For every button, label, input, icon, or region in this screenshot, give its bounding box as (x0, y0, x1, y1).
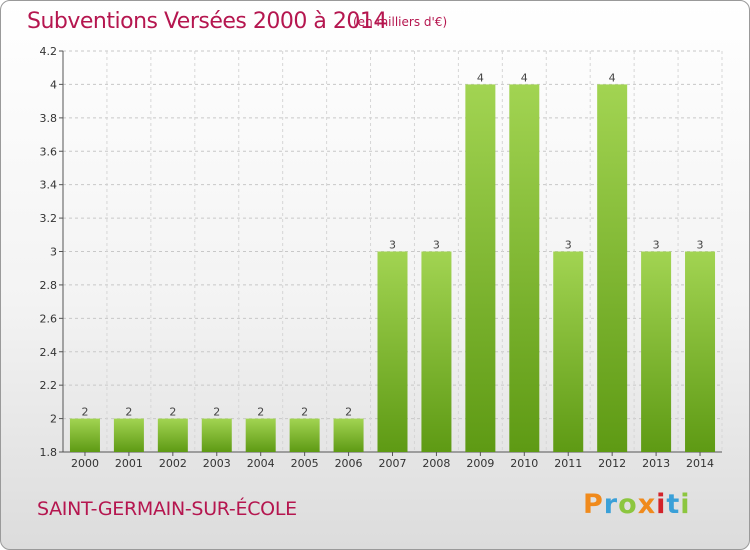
x-tick-label: 2014 (686, 457, 714, 470)
y-tick-label: 3.2 (40, 212, 58, 225)
y-tick-label: 2.4 (40, 346, 58, 359)
x-tick-label: 2004 (247, 457, 275, 470)
y-tick-label: 3 (50, 246, 57, 259)
bar-2008[interactable] (421, 251, 452, 453)
data-label-2004: 2 (257, 406, 264, 419)
data-label-2014: 3 (697, 239, 704, 252)
x-tick-label: 2009 (466, 457, 494, 470)
y-tick-label: 1.8 (40, 446, 58, 459)
bar-2014[interactable] (685, 251, 716, 453)
x-tick-label: 2001 (115, 457, 143, 470)
data-label-2006: 2 (345, 406, 352, 419)
data-label-2012: 4 (609, 71, 616, 84)
data-label-2010: 4 (521, 71, 528, 84)
y-tick-label: 2 (50, 413, 57, 426)
data-label-2011: 3 (565, 239, 572, 252)
x-tick-label: 2000 (71, 457, 99, 470)
bar-2011[interactable] (553, 251, 584, 453)
bar-2007[interactable] (377, 251, 408, 453)
x-tick-label: 2005 (291, 457, 319, 470)
chart-subtitle: (en milliers d'€) (353, 15, 448, 29)
bar-2013[interactable] (641, 251, 672, 453)
y-tick-label: 2.8 (40, 279, 58, 292)
data-label-2007: 3 (389, 239, 396, 252)
y-tick-label: 3.8 (40, 112, 58, 125)
proxiti-logo[interactable]: Proxiti (583, 489, 691, 520)
bar-2006[interactable] (333, 418, 364, 452)
commune-name: SAINT-GERMAIN-SUR-ÉCOLE (37, 498, 297, 520)
bar-2009[interactable] (465, 84, 496, 453)
bar-2000[interactable] (69, 418, 100, 452)
chart-title: Subventions Versées 2000 à 2014 (27, 9, 387, 34)
y-tick-label: 2.2 (40, 379, 58, 392)
data-label-2000: 2 (81, 406, 88, 419)
bar-2012[interactable] (597, 84, 628, 453)
data-label-2008: 3 (433, 239, 440, 252)
x-tick-label: 2013 (642, 457, 670, 470)
x-tick-label: 2011 (554, 457, 582, 470)
bar-2001[interactable] (113, 418, 144, 452)
data-label-2009: 4 (477, 71, 484, 84)
y-tick-label: 3.6 (40, 145, 58, 158)
y-tick-label: 3.4 (40, 179, 58, 192)
data-label-2001: 2 (125, 406, 132, 419)
y-tick-label: 2.6 (40, 312, 58, 325)
y-tick-label: 4 (50, 78, 57, 91)
x-tick-label: 2012 (598, 457, 626, 470)
data-label-2003: 2 (213, 406, 220, 419)
x-tick-label: 2010 (510, 457, 538, 470)
x-tick-label: 2003 (203, 457, 231, 470)
bar-2004[interactable] (245, 418, 276, 452)
bar-2003[interactable] (201, 418, 232, 452)
x-tick-label: 2006 (335, 457, 363, 470)
bar-2010[interactable] (509, 84, 540, 453)
data-label-2002: 2 (169, 406, 176, 419)
y-tick-label: 4.2 (40, 45, 58, 58)
bar-2002[interactable] (157, 418, 188, 452)
x-tick-label: 2008 (422, 457, 450, 470)
x-tick-label: 2007 (379, 457, 407, 470)
data-label-2005: 2 (301, 406, 308, 419)
x-tick-label: 2002 (159, 457, 187, 470)
data-label-2013: 3 (653, 239, 660, 252)
bar-2005[interactable] (289, 418, 320, 452)
